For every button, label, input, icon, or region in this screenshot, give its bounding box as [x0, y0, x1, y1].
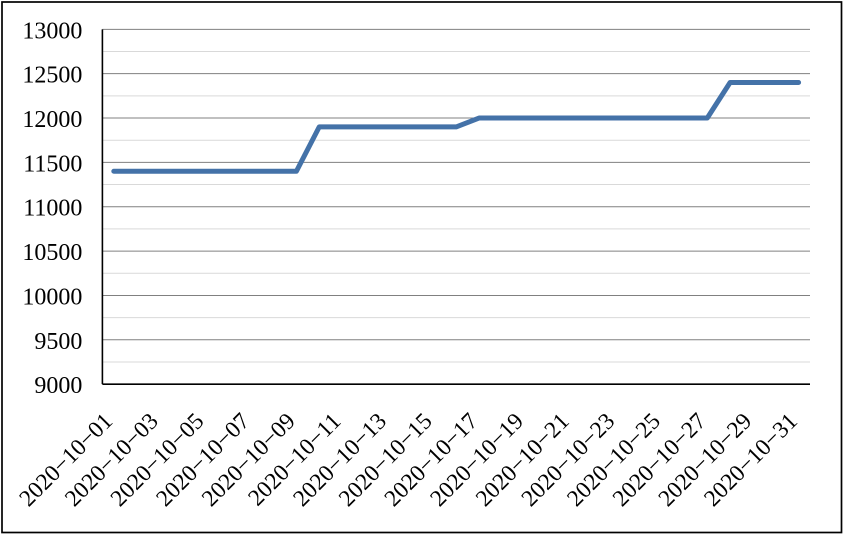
svg-text:12000: 12000	[22, 107, 82, 133]
svg-text:10000: 10000	[22, 284, 82, 310]
svg-text:10500: 10500	[22, 240, 82, 266]
svg-text:9500: 9500	[34, 329, 82, 355]
svg-text:9000: 9000	[34, 373, 82, 399]
svg-text:12500: 12500	[22, 63, 82, 89]
svg-text:11000: 11000	[23, 196, 82, 222]
svg-text:11500: 11500	[23, 151, 82, 177]
svg-text:13000: 13000	[22, 18, 82, 44]
